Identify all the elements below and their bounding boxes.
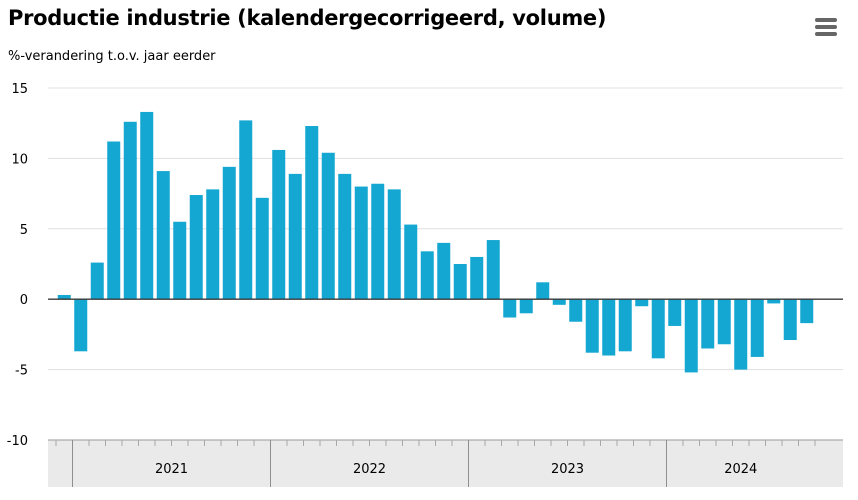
bar <box>585 299 599 353</box>
bar <box>470 256 484 300</box>
chart-title: Productie industrie (kalendergecorrigeer… <box>8 6 607 30</box>
bar <box>602 299 616 356</box>
bar <box>371 183 385 300</box>
y-tick-label: 5 <box>20 223 28 238</box>
bar <box>437 242 451 300</box>
bar <box>321 152 335 300</box>
bar <box>288 173 302 300</box>
y-tick-label: 0 <box>20 293 28 308</box>
bar <box>552 299 566 305</box>
bar <box>701 299 715 349</box>
x-year-label: 2022 <box>353 462 386 477</box>
y-tick-label: 15 <box>11 82 28 97</box>
bar <box>107 141 121 300</box>
bar <box>90 262 104 300</box>
hamburger-menu-icon[interactable] <box>812 14 838 40</box>
bar <box>420 251 434 300</box>
bar <box>222 166 236 300</box>
bar <box>404 224 418 300</box>
x-axis-band <box>48 440 843 487</box>
bar <box>783 299 797 341</box>
bar <box>387 189 401 300</box>
bar <box>536 282 550 300</box>
bar <box>503 299 517 318</box>
bar <box>239 120 253 300</box>
bar <box>717 299 731 345</box>
bar <box>338 173 352 300</box>
bar <box>651 299 665 359</box>
chart-subtitle: %-verandering t.o.v. jaar eerder <box>8 49 216 64</box>
bar <box>140 111 154 300</box>
bar <box>189 195 203 300</box>
bar <box>156 171 170 300</box>
bar <box>767 299 781 304</box>
x-year-label: 2023 <box>551 462 584 477</box>
bar <box>668 299 682 326</box>
menu-bar-line <box>815 18 837 22</box>
y-tick-label: -10 <box>7 434 28 449</box>
bar <box>255 197 269 300</box>
bar <box>453 264 467 300</box>
menu-bar-line <box>815 25 837 29</box>
x-year-label: 2021 <box>155 462 188 477</box>
bar <box>206 189 220 300</box>
bar <box>173 221 187 300</box>
bar <box>305 126 319 300</box>
bar <box>635 299 649 307</box>
bar <box>684 299 698 373</box>
bar <box>123 121 137 300</box>
bar <box>569 299 583 322</box>
x-year-label: 2024 <box>724 462 757 477</box>
bar <box>354 186 368 300</box>
bar <box>519 299 533 314</box>
bar <box>618 299 632 352</box>
bar <box>272 149 286 300</box>
y-tick-label: 10 <box>11 152 28 167</box>
bar <box>750 299 764 357</box>
bar <box>74 299 88 352</box>
bar <box>734 299 748 370</box>
bar <box>486 240 500 300</box>
menu-bar-line <box>815 32 837 36</box>
bar <box>800 299 814 324</box>
y-tick-label: -5 <box>15 364 28 379</box>
bar <box>57 294 71 300</box>
